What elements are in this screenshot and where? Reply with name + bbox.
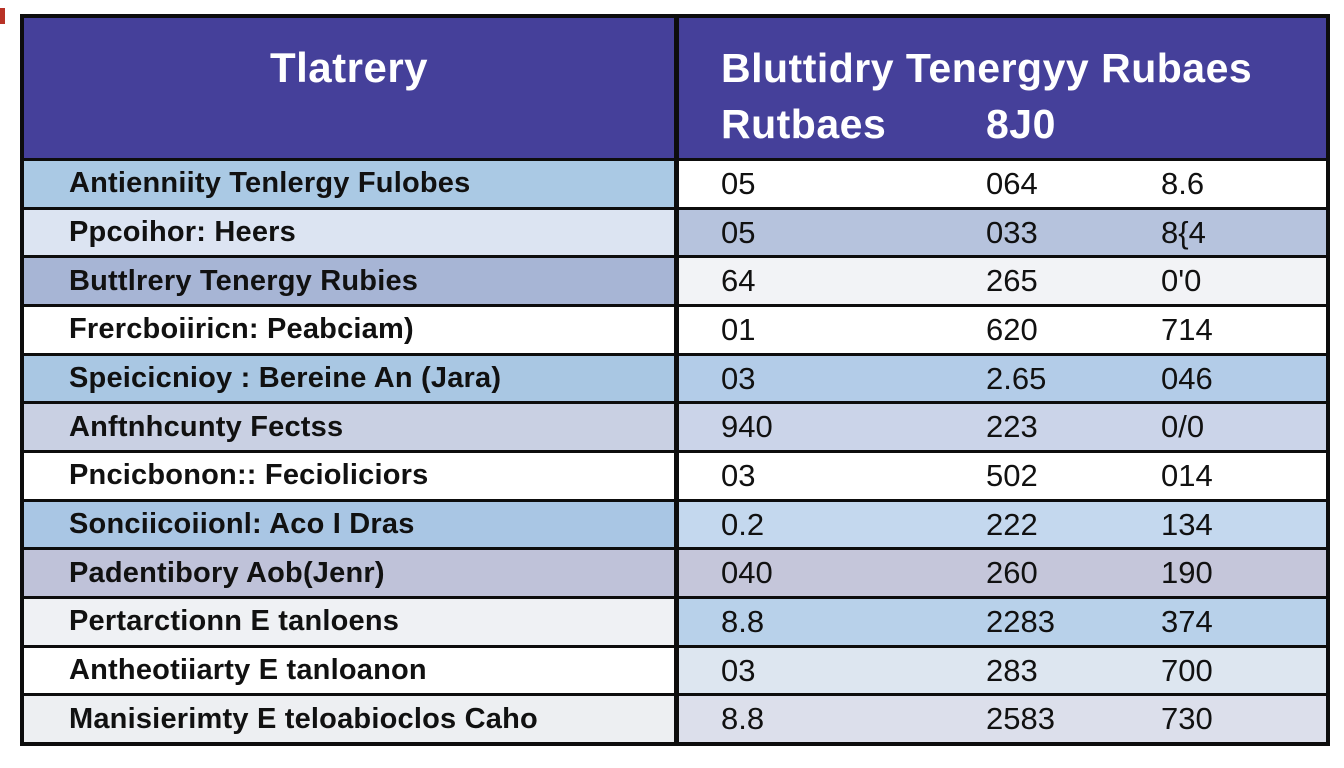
table-row: Padentibory Aob(Jenr) 040 260 190 xyxy=(24,547,1326,597)
table-row: Ppcoihor: Heers 05 033 8{4 xyxy=(24,206,1326,256)
value-1: 03 xyxy=(721,457,756,493)
table-row: Anftnhcunty Fectss 940 223 0/0 xyxy=(24,401,1326,451)
value-1: 05 xyxy=(721,214,756,250)
value-2: 2283 xyxy=(986,603,1055,639)
value-3: 014 xyxy=(1161,457,1213,493)
row-values: 8.8 2283 374 xyxy=(679,599,1326,645)
value-1: 01 xyxy=(721,311,756,347)
value-1: 03 xyxy=(721,652,756,688)
value-2: 064 xyxy=(986,165,1038,201)
value-1: 05 xyxy=(721,165,756,201)
row-values: 05 033 8{4 xyxy=(679,209,1326,256)
table-row: Pertarctionn E tanloens 8.8 2283 374 xyxy=(24,596,1326,645)
row-label: Padentibory Aob(Jenr) xyxy=(24,550,679,597)
value-3: 046 xyxy=(1161,360,1213,396)
table-row: Manisierimty E teloabioclos Caho 8.8 258… xyxy=(24,693,1326,743)
value-2: 260 xyxy=(986,555,1038,591)
table-row: Antienniity Tenlergy Fulobes 05 064 8.6 xyxy=(24,158,1326,207)
value-3: 8{4 xyxy=(1161,214,1206,250)
row-label: Manisierimty E teloabioclos Caho xyxy=(24,696,679,743)
table-row: Frercboiiricn: Peabciam) 01 620 714 xyxy=(24,304,1326,353)
header-col1: Tlatrery xyxy=(24,18,679,158)
row-values: 0.2 222 134 xyxy=(679,501,1326,548)
value-1: 8.8 xyxy=(721,603,765,639)
row-values: 01 620 714 xyxy=(679,307,1326,353)
row-label: Speicicnioy : Bereine An (Jara) xyxy=(24,355,679,402)
value-2: 620 xyxy=(986,311,1038,347)
value-2: 033 xyxy=(986,214,1038,250)
value-2: 222 xyxy=(986,506,1038,542)
header-col1-label: Tlatrery xyxy=(269,44,429,91)
row-label: Antheotiiarty E tanloanon xyxy=(24,647,679,694)
value-2: 223 xyxy=(986,409,1038,445)
row-values: 03 2.65 046 xyxy=(679,355,1326,402)
value-3: 700 xyxy=(1161,652,1213,688)
table-row: Pncicbonon:: Fecioliciors 03 502 014 xyxy=(24,450,1326,499)
row-values: 040 260 190 xyxy=(679,550,1326,597)
row-values: 03 502 014 xyxy=(679,453,1326,499)
header-col2: Bluttidry Tenergyy Rubaes Rutbaes 8J0 xyxy=(679,18,1326,158)
value-3: 374 xyxy=(1161,603,1213,639)
value-1: 040 xyxy=(721,555,773,591)
value-3: 714 xyxy=(1161,311,1213,347)
value-2: 265 xyxy=(986,263,1038,299)
table-header: Tlatrery Bluttidry Tenergyy Rubaes Rutba… xyxy=(24,18,1326,158)
value-3: 190 xyxy=(1161,555,1213,591)
value-1: 0.2 xyxy=(721,506,765,542)
row-label: Ppcoihor: Heers xyxy=(24,209,679,256)
table-row: Sonciicoiionl: Aco I Dras 0.2 222 134 xyxy=(24,498,1326,548)
row-label: Pncicbonon:: Fecioliciors xyxy=(24,453,679,499)
data-table: Tlatrery Bluttidry Tenergyy Rubaes Rutba… xyxy=(20,14,1330,746)
value-2: 283 xyxy=(986,652,1038,688)
value-2: 2.65 xyxy=(986,360,1047,396)
value-1: 03 xyxy=(721,360,756,396)
header-col2-line2a: Rutbaes xyxy=(721,101,887,147)
row-values: 05 064 8.6 xyxy=(679,161,1326,207)
row-label: Anftnhcunty Fectss xyxy=(24,404,679,451)
value-1: 8.8 xyxy=(721,701,765,737)
value-3: 8.6 xyxy=(1161,165,1205,201)
row-label: Frercboiiricn: Peabciam) xyxy=(24,307,679,353)
value-3: 134 xyxy=(1161,506,1213,542)
row-values: 8.8 2583 730 xyxy=(679,696,1326,743)
value-2: 502 xyxy=(986,457,1038,493)
table-row: Speicicnioy : Bereine An (Jara) 03 2.65 … xyxy=(24,352,1326,402)
header-col2-line1: Bluttidry Tenergyy Rubaes xyxy=(721,45,1253,91)
header-col2-line2: Rutbaes 8J0 xyxy=(721,96,1316,152)
value-3: 0'0 xyxy=(1161,263,1202,299)
row-values: 940 223 0/0 xyxy=(679,404,1326,451)
row-label: Pertarctionn E tanloens xyxy=(24,599,679,645)
row-values: 64 265 0'0 xyxy=(679,258,1326,305)
table-row: Antheotiiarty E tanloanon 03 283 700 xyxy=(24,644,1326,694)
row-label: Sonciicoiionl: Aco I Dras xyxy=(24,501,679,548)
value-3: 0/0 xyxy=(1161,409,1205,445)
table-row: Buttlrery Tenergy Rubies 64 265 0'0 xyxy=(24,255,1326,305)
row-label: Buttlrery Tenergy Rubies xyxy=(24,258,679,305)
value-2: 2583 xyxy=(986,701,1055,737)
value-3: 730 xyxy=(1161,701,1213,737)
value-1: 940 xyxy=(721,409,773,445)
value-1: 64 xyxy=(721,263,756,299)
row-values: 03 283 700 xyxy=(679,647,1326,694)
header-col2-line2b: 8J0 xyxy=(986,101,1056,147)
edge-artifact xyxy=(0,8,5,24)
row-label: Antienniity Tenlergy Fulobes xyxy=(24,161,679,207)
